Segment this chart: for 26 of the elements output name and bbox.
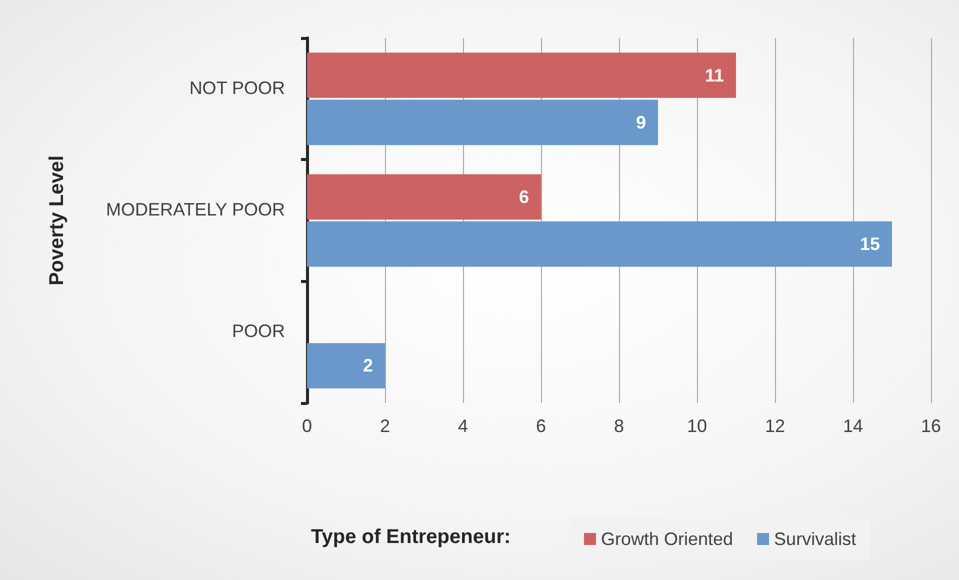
bar (307, 52, 736, 98)
x-tick-label: 16 (920, 416, 942, 436)
x-tick-label: 8 (614, 416, 624, 436)
y-tick-label: POOR (232, 321, 285, 342)
x-tick-label: 12 (764, 416, 786, 436)
legend-label: Survivalist (774, 529, 856, 549)
data-label: 15 (860, 234, 880, 254)
y-tick-label: MODERATELY POOR (106, 200, 285, 220)
data-label: 9 (636, 112, 646, 132)
bar (307, 221, 892, 267)
y-tick-label: NOT POOR (189, 78, 285, 98)
x-tick-label: 4 (458, 416, 468, 436)
data-label: 6 (518, 186, 529, 207)
data-label: 2 (362, 356, 373, 376)
x-tick-label: 10 (686, 416, 708, 436)
legend-label: Growth Oriented (601, 529, 734, 549)
legend-title: Type of Entrepeneur: (311, 526, 511, 548)
bar (307, 343, 385, 388)
x-tick-label: 14 (842, 416, 864, 436)
x-tick-label: 2 (380, 416, 390, 436)
bar (307, 174, 541, 220)
x-tick-label: 6 (536, 416, 546, 436)
y-axis-title: Poverty Level (46, 155, 68, 286)
x-tick-label: 0 (302, 416, 312, 436)
data-label: 11 (704, 65, 724, 86)
bar (307, 100, 658, 146)
